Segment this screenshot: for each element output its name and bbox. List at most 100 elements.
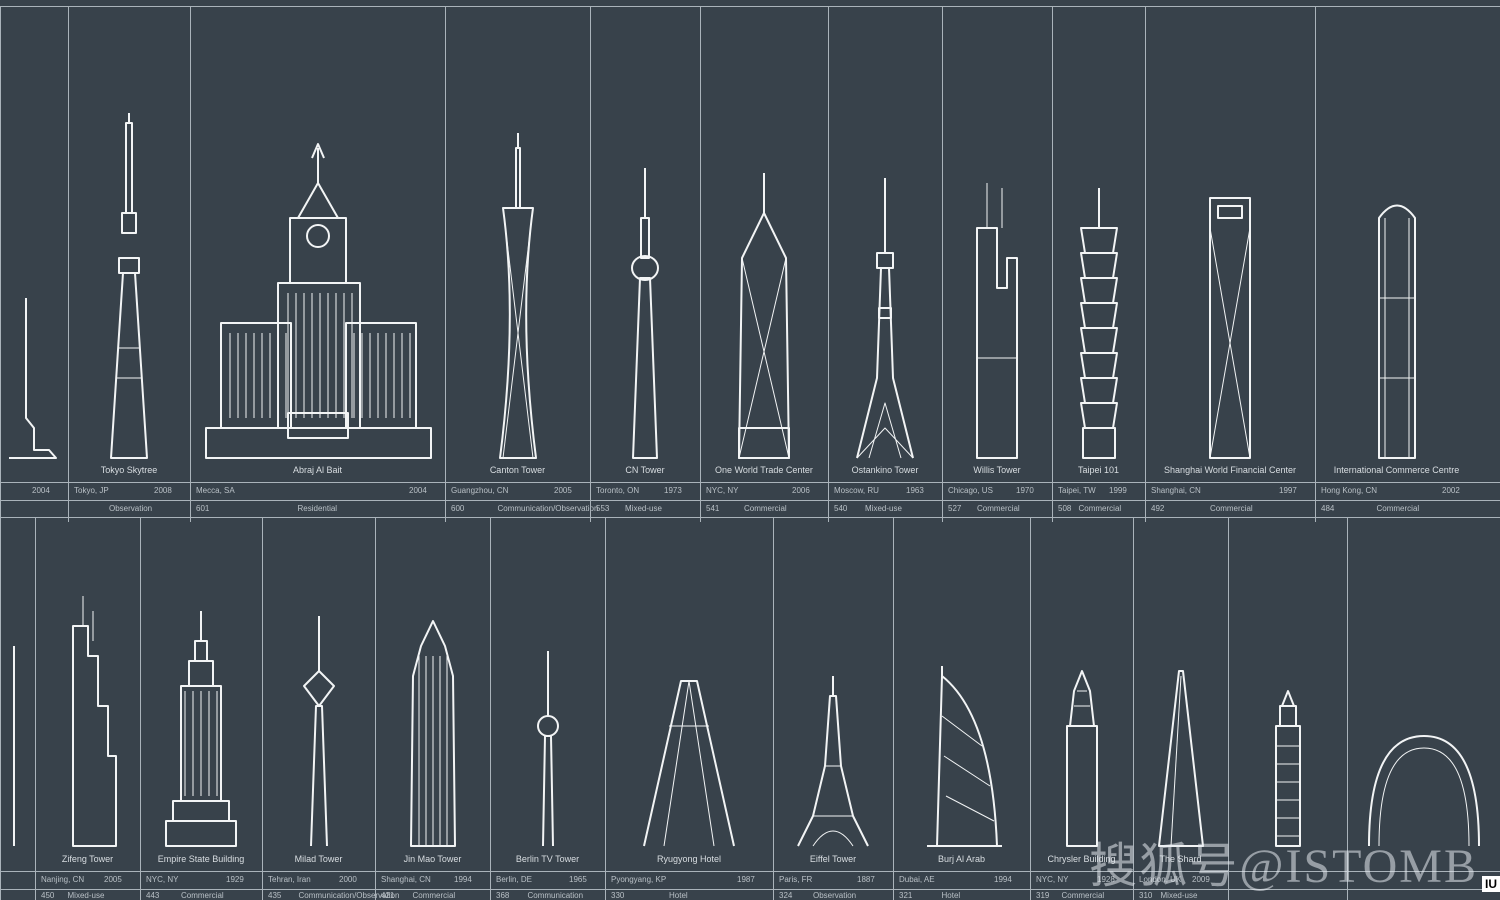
row1-building-cell bbox=[1052, 6, 1145, 522]
row2-building-drawing bbox=[71, 596, 117, 847]
row2-building-use: Communication bbox=[527, 891, 584, 900]
row2-building-drawing bbox=[1157, 670, 1204, 847]
row2-building-cell bbox=[262, 517, 375, 900]
row1-building-city: Tokyo, JP bbox=[74, 486, 109, 495]
row1-building-year: 2008 bbox=[154, 486, 172, 495]
row1-building-city: NYC, NY bbox=[706, 486, 739, 495]
row2-building-drawing bbox=[926, 666, 1002, 847]
row1-building-cell bbox=[68, 6, 190, 522]
row2-building-name: Chrysler Building bbox=[1047, 854, 1116, 864]
row2-building-use: Mixed-use bbox=[67, 891, 105, 900]
row1-building-cell bbox=[0, 6, 68, 522]
row1-building-year: 1997 bbox=[1279, 486, 1297, 495]
row2-building-year: 2009 bbox=[1192, 875, 1210, 884]
row1-building-height: 484 bbox=[1321, 504, 1335, 513]
row1-building-drawing bbox=[1209, 197, 1251, 459]
row2-building-year: 1887 bbox=[857, 875, 875, 884]
row2-building-city: Pyongyang, KP bbox=[611, 875, 667, 884]
row2-building-name: Berlin TV Tower bbox=[515, 854, 580, 864]
row2-building-name: Empire State Building bbox=[157, 854, 245, 864]
row1-building-use: Commercial bbox=[1210, 504, 1253, 513]
row2-building-drawing bbox=[643, 680, 735, 847]
row1-building-height: 600 bbox=[451, 504, 465, 513]
row2-building-name: Zifeng Tower bbox=[61, 854, 114, 864]
row1-building-drawing bbox=[1079, 188, 1118, 459]
row2-building-cell bbox=[140, 517, 262, 900]
row1-building-year: 2004 bbox=[409, 486, 427, 495]
row1-building-drawing bbox=[976, 183, 1018, 459]
row-divider bbox=[0, 517, 1500, 518]
row1-building-use: Commercial bbox=[744, 504, 787, 513]
row2-building-use: Commercial bbox=[181, 891, 224, 900]
row1-building-drawing bbox=[856, 178, 914, 459]
row1-building-city: Toronto, ON bbox=[596, 486, 640, 495]
watermark-badge: IU bbox=[1482, 876, 1500, 892]
row2-building-cell bbox=[375, 517, 490, 900]
row1-building-cell bbox=[1315, 6, 1478, 522]
row1-building-year: 2006 bbox=[792, 486, 810, 495]
row2-building-year: 1987 bbox=[737, 875, 755, 884]
row2-building-height: 310 bbox=[1139, 891, 1153, 900]
row1-building-name: CN Tower bbox=[625, 465, 665, 475]
row1-building-height: 492 bbox=[1151, 504, 1165, 513]
row2-building-year: 2005 bbox=[104, 875, 122, 884]
row2-building-year: 1929 bbox=[226, 875, 244, 884]
row2-building-year: 2000 bbox=[339, 875, 357, 884]
row1-building-use: Commercial bbox=[1376, 504, 1420, 513]
row1-building-name: International Commerce Centre bbox=[1333, 465, 1460, 475]
row1-building-drawing bbox=[1377, 204, 1416, 459]
row2-building-name: Ryugyong Hotel bbox=[656, 854, 722, 864]
row2-building-name: Burj Al Arab bbox=[937, 854, 986, 864]
row2-building-cell bbox=[773, 517, 893, 900]
row1-building-city: Guangzhou, CN bbox=[451, 486, 509, 495]
row2-building-drawing bbox=[302, 616, 335, 847]
row1-building-drawing bbox=[498, 133, 537, 459]
row1-building-height: 601 bbox=[196, 504, 210, 513]
row1-building-cell bbox=[190, 6, 445, 522]
watermark-text: 搜狐号@ISTOMB bbox=[1089, 840, 1478, 893]
row1-building-use: Mixed-use bbox=[625, 504, 662, 513]
row1-building-cell bbox=[445, 6, 590, 522]
row1-building-drawing bbox=[9, 298, 57, 459]
row2-building-cell bbox=[893, 517, 1030, 900]
row2-building-drawing bbox=[536, 651, 559, 847]
row2-building-use: Hotel bbox=[941, 891, 961, 900]
row1-building-year: 1963 bbox=[906, 486, 924, 495]
row2-building-drawing bbox=[1367, 735, 1480, 847]
row2-building-height: 319 bbox=[1036, 891, 1050, 900]
row1-building-cell bbox=[590, 6, 700, 522]
row1-building-use: Commercial bbox=[977, 504, 1020, 513]
row1-building-cell bbox=[1145, 6, 1315, 522]
row1-building-name: Taipei 101 bbox=[1077, 465, 1120, 475]
row2-building-year: 1965 bbox=[569, 875, 587, 884]
row1-building-year: 2005 bbox=[554, 486, 572, 495]
row2-building-drawing bbox=[409, 620, 456, 847]
row1-building-year: 2002 bbox=[1442, 486, 1460, 495]
row1-building-city: Chicago, US bbox=[948, 486, 993, 495]
row2-building-height: 443 bbox=[146, 891, 160, 900]
row1-building-year: 2004 bbox=[32, 486, 50, 495]
row2-building-year: 1994 bbox=[454, 875, 472, 884]
row1-building-drawing bbox=[631, 168, 659, 459]
row2-building-cell bbox=[1228, 517, 1347, 900]
row2-building-city: Dubai, AE bbox=[899, 875, 935, 884]
row2-building-cell bbox=[35, 517, 140, 900]
row2-building-height: 435 bbox=[268, 891, 282, 900]
row1-building-city: Hong Kong, CN bbox=[1321, 486, 1378, 495]
row1-building-drawing bbox=[738, 173, 790, 459]
row2-building-name: Eiffel Tower bbox=[809, 854, 857, 864]
row2-building-cell bbox=[1133, 517, 1228, 900]
row1-building-height: 540 bbox=[834, 504, 848, 513]
row2-building-drawing bbox=[165, 611, 237, 847]
row2-building-height: 450 bbox=[41, 891, 55, 900]
row1-building-height: 508 bbox=[1058, 504, 1072, 513]
row2-building-height: 368 bbox=[496, 891, 510, 900]
row1-building-name: Canton Tower bbox=[489, 465, 546, 475]
row2-building-drawing bbox=[797, 676, 869, 847]
row2-building-use: Commercial bbox=[412, 891, 456, 900]
row2-building-use: Mixed-use bbox=[1160, 891, 1198, 900]
row2-building-height: 324 bbox=[779, 891, 793, 900]
row2-building-cell bbox=[1030, 517, 1133, 900]
row1-building-name: Abraj Al Bait bbox=[292, 465, 343, 475]
